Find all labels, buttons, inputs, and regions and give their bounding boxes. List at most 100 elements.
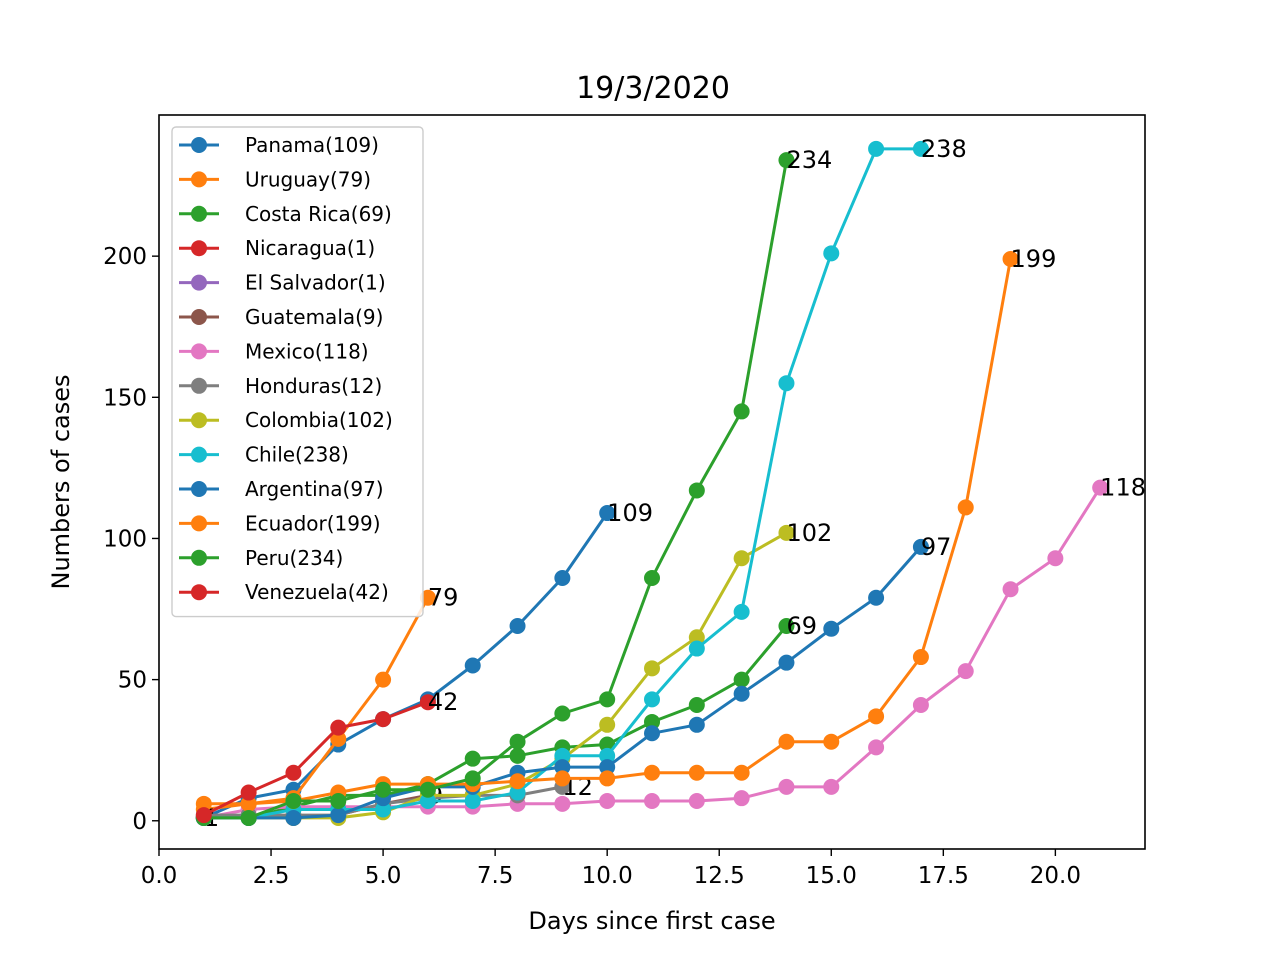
data-point <box>778 654 795 671</box>
data-point <box>733 790 750 807</box>
data-point <box>733 685 750 702</box>
y-tick-label: 50 <box>118 668 147 694</box>
x-tick-label: 7.5 <box>477 863 514 889</box>
legend-entry-nicaragua: Nicaragua(1) <box>179 236 375 260</box>
data-point <box>733 764 750 781</box>
data-point <box>957 499 974 516</box>
data-point <box>644 793 660 810</box>
data-point <box>554 770 571 787</box>
data-point <box>554 747 571 764</box>
legend: Panama(109) Uruguay(79) Costa Rica(69) Nica… <box>171 126 424 618</box>
legend-marker <box>191 481 207 497</box>
data-point <box>240 795 257 812</box>
y-axis-label: Numbers of cases <box>47 375 75 590</box>
data-point <box>599 793 616 810</box>
x-tick-label: 20.0 <box>1030 863 1081 889</box>
data-point <box>330 719 347 736</box>
end-value-label: 238 <box>921 135 967 163</box>
data-point <box>1002 250 1019 267</box>
legend-entry-uruguay: Uruguay(79) <box>179 167 371 191</box>
series-uruguay: 79 <box>195 584 459 818</box>
data-point <box>644 713 660 730</box>
data-point <box>330 730 347 747</box>
legend-marker <box>191 343 207 360</box>
legend-label: Honduras(12) <box>245 374 382 398</box>
data-point <box>868 708 885 725</box>
legend-label: Argentina(97) <box>245 477 384 501</box>
data-point <box>240 784 257 801</box>
data-point <box>778 524 795 541</box>
legend-entry-peru: Peru(234) <box>179 546 343 570</box>
data-point <box>509 773 526 790</box>
data-point <box>375 671 392 688</box>
data-point <box>554 569 571 586</box>
data-point <box>599 505 616 522</box>
legend-label: El Salvador(1) <box>245 271 386 295</box>
series-line <box>203 700 429 817</box>
data-point <box>868 589 885 606</box>
data-point <box>644 764 660 781</box>
data-point <box>912 649 929 666</box>
legend-marker <box>191 446 207 463</box>
data-point <box>733 671 750 688</box>
chart-title: 19/3/2020 <box>576 71 730 106</box>
data-point <box>688 716 705 733</box>
data-point <box>644 725 660 742</box>
data-point <box>823 733 840 750</box>
data-point <box>688 793 705 810</box>
y-tick-label: 150 <box>103 385 147 411</box>
legend-marker <box>191 584 207 601</box>
legend-marker <box>191 274 207 291</box>
end-value-label: 109 <box>607 499 653 527</box>
axes-frame <box>158 114 1146 850</box>
data-point <box>778 733 795 750</box>
data-point <box>599 770 616 787</box>
legend-entry-el-salvador: El Salvador(1) <box>179 271 386 295</box>
data-point <box>868 140 885 157</box>
data-point <box>509 733 526 750</box>
data-point <box>240 809 257 826</box>
y-tick-label: 100 <box>103 526 147 552</box>
data-point <box>285 809 302 826</box>
data-point <box>733 603 750 620</box>
data-point <box>554 795 571 812</box>
legend-label: Colombia(102) <box>245 408 393 432</box>
data-point <box>599 716 616 733</box>
data-point <box>868 739 885 756</box>
data-point <box>464 770 481 787</box>
data-point <box>1092 479 1109 496</box>
data-point <box>195 807 212 824</box>
series-venezuela: 42 <box>195 688 458 824</box>
data-point <box>778 617 795 634</box>
data-point <box>330 793 347 810</box>
end-value-label: 79 <box>428 584 459 612</box>
data-point <box>688 629 705 646</box>
series-ecuador: 199 <box>195 245 1057 812</box>
legend-marker <box>191 377 207 394</box>
data-point <box>554 705 571 722</box>
x-axis: 0.0 2.5 5.0 7.5 10.0 12.5 15.0 17.5 20.0 <box>141 849 1081 889</box>
x-axis-label: Days since first case <box>528 907 775 935</box>
data-point <box>285 793 302 810</box>
x-tick-label: 10.0 <box>582 863 633 889</box>
data-point <box>688 482 705 499</box>
data-point <box>285 764 302 781</box>
y-axis: 0 50 100 150 200 <box>103 244 159 835</box>
data-point <box>733 550 750 567</box>
data-point <box>823 620 840 637</box>
data-point <box>509 784 526 801</box>
data-point <box>375 801 392 818</box>
end-value-label: 199 <box>1011 245 1057 273</box>
legend-label: Guatemala(9) <box>245 305 383 329</box>
data-point <box>644 569 660 586</box>
legend-entry-honduras: Honduras(12) <box>179 374 382 398</box>
series-peru: 234 <box>195 146 832 826</box>
legend-label: Mexico(118) <box>245 339 369 363</box>
data-point <box>688 640 705 657</box>
data-point <box>957 663 974 680</box>
legend-entry-ecuador: Ecuador(199) <box>179 511 381 535</box>
data-point <box>419 793 436 810</box>
legend-marker <box>191 549 207 566</box>
legend-label: Ecuador(199) <box>245 511 381 535</box>
